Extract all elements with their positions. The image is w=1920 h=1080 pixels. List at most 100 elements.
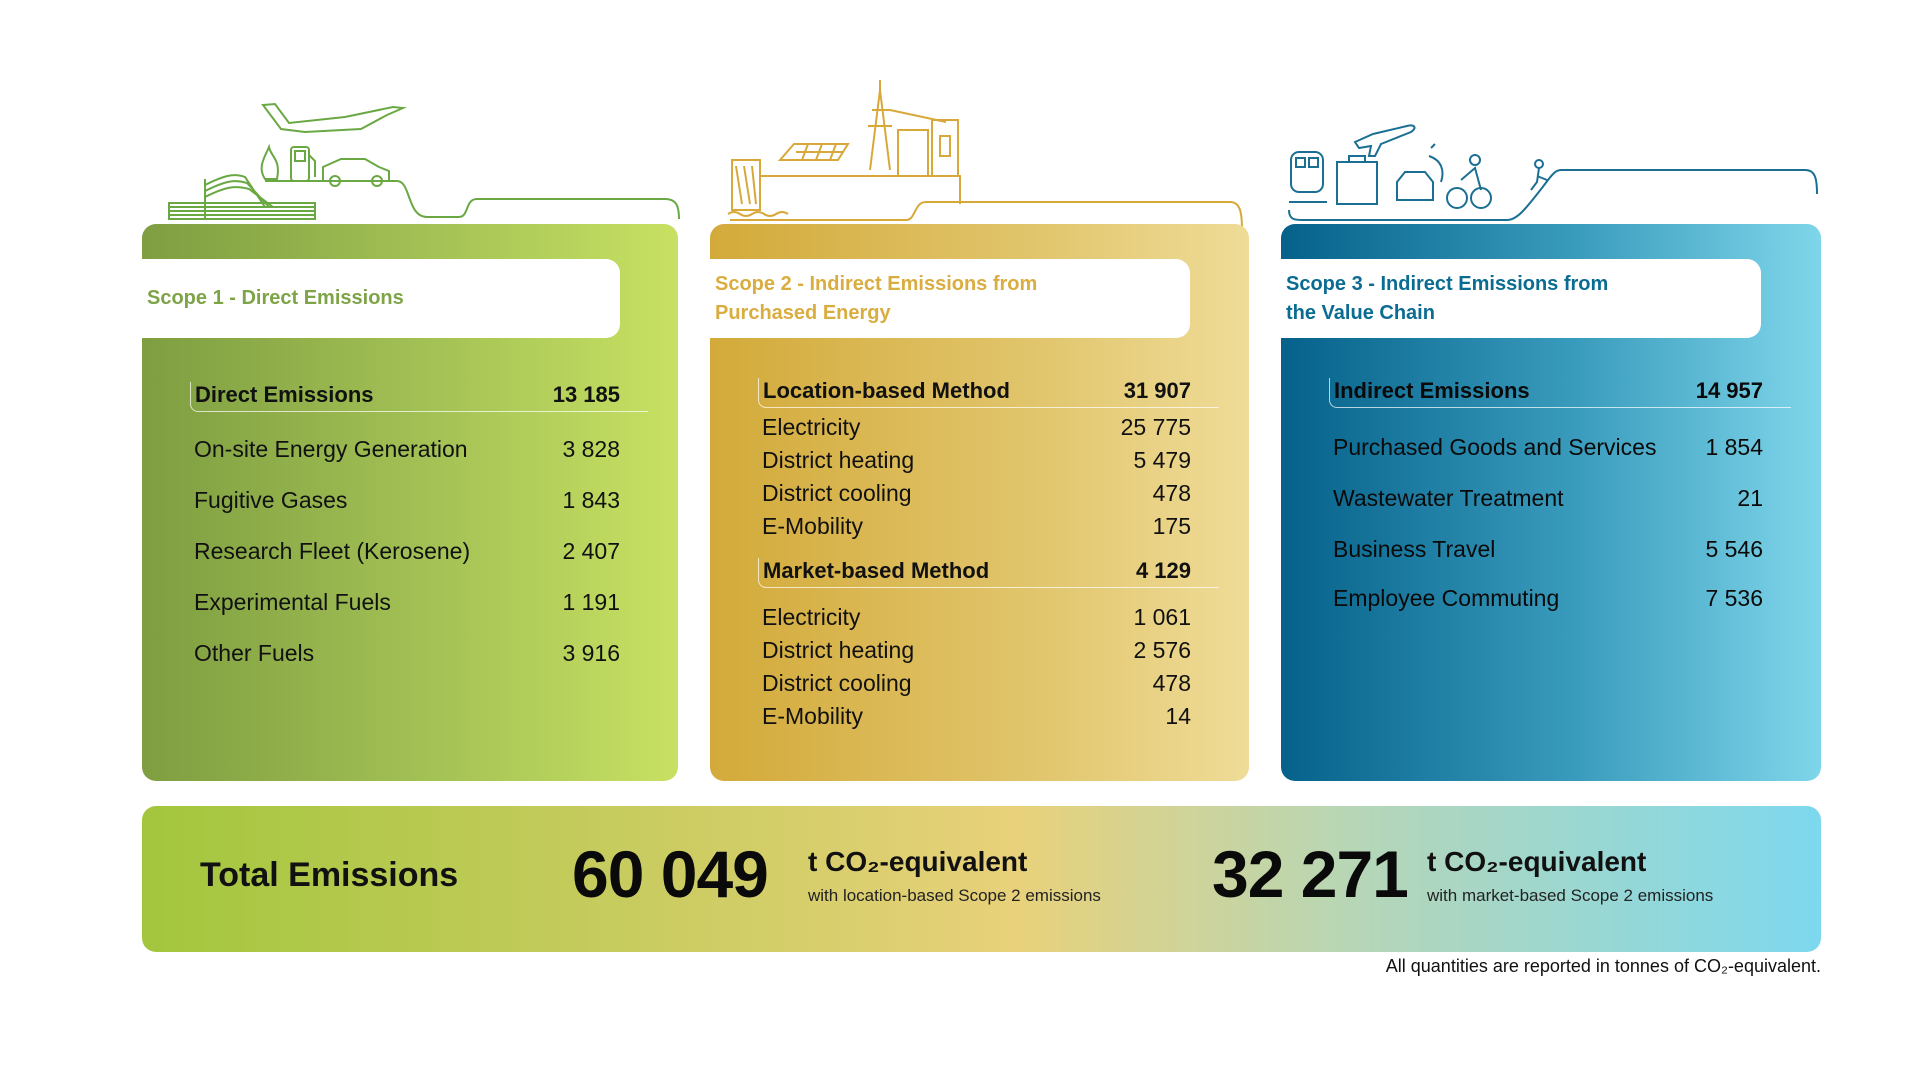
table-row: Fugitive Gases 1 843	[194, 487, 620, 514]
row-value: 3 828	[562, 436, 620, 462]
row-label: Electricity	[762, 604, 861, 630]
row-value: 31 907	[1123, 378, 1191, 403]
scope3-illustration	[1288, 124, 1818, 221]
row-label: Wastewater Treatment	[1333, 485, 1564, 511]
row-label: E-Mobility	[762, 513, 863, 539]
row-label: Electricity	[762, 414, 861, 440]
scope3-total-row: Indirect Emissions 14 957	[1329, 378, 1791, 408]
table-row: Electricity 25 775	[762, 414, 1191, 441]
solar-panel-icon	[777, 143, 850, 161]
row-label: District heating	[762, 637, 915, 663]
row-label: Indirect Emissions	[1334, 378, 1530, 403]
scope1-title: Scope 1 - Direct Emissions	[142, 259, 620, 338]
scope1-table: Direct Emissions 13 185 On-site Energy G…	[190, 382, 648, 667]
row-value: 1 061	[1133, 604, 1191, 630]
scope2-table: Location-based Method 31 907 Electricity 2…	[758, 378, 1219, 730]
fuel-pump-icon	[290, 146, 316, 182]
airplane-icon	[1353, 124, 1416, 157]
table-row: Electricity 1 061	[762, 604, 1191, 631]
table-row: Research Fleet (Kerosene) 2 407	[194, 538, 620, 565]
table-row: District heating 5 479	[762, 447, 1191, 474]
scope1-total-row: Direct Emissions 13 185	[190, 382, 648, 412]
table-row: District heating 2 576	[762, 637, 1191, 664]
row-label: E-Mobility	[762, 703, 863, 729]
flame-icon	[260, 143, 279, 180]
market-total-unit: t CO₂-equivalent	[1427, 846, 1647, 877]
scope2-illustration	[727, 80, 1243, 230]
table-row: District cooling 478	[762, 480, 1191, 507]
table-row: E-Mobility 14	[762, 703, 1191, 730]
building-icon	[168, 174, 316, 220]
row-value: 1 843	[562, 487, 620, 513]
market-method-row: Market-based Method 4 129	[758, 558, 1219, 588]
scope2-title-line1: Scope 2 - Indirect Emissions from	[715, 272, 1038, 295]
airplane-icon	[261, 102, 407, 134]
scope2-title-line2: Purchased Energy	[715, 301, 891, 324]
row-value: 1 191	[562, 589, 620, 615]
row-value: 1 854	[1705, 434, 1763, 460]
row-value: 14	[1165, 703, 1191, 729]
row-label: Experimental Fuels	[194, 589, 391, 615]
row-label: On-site Energy Generation	[194, 436, 468, 462]
row-label: Business Travel	[1333, 536, 1496, 562]
table-row: Experimental Fuels 1 191	[194, 589, 620, 616]
row-label: Location-based Method	[763, 378, 1010, 403]
row-label: Fugitive Gases	[194, 487, 348, 513]
location-total-unit: t CO₂-equivalent	[808, 846, 1028, 877]
row-label: Other Fuels	[194, 640, 315, 666]
table-row: On-site Energy Generation 3 828	[194, 436, 620, 463]
market-total-note: with market-based Scope 2 emissions	[1427, 886, 1714, 905]
row-value: 2 576	[1133, 637, 1191, 663]
row-value: 13 185	[552, 382, 620, 407]
row-value: 7 536	[1705, 585, 1763, 611]
power-pylon-icon	[868, 80, 947, 171]
row-value: 478	[1152, 480, 1191, 506]
table-row: Other Fuels 3 916	[194, 640, 620, 667]
scope3-card: Scope 3 - Indirect Emissions from the Val…	[1281, 224, 1821, 781]
row-value: 4 129	[1135, 558, 1191, 583]
scope2-card: Scope 2 - Indirect Emissions from Purchas…	[710, 224, 1249, 781]
scope1-card: Scope 1 - Direct Emissions Direct Emissi…	[142, 224, 678, 781]
row-label: Employee Commuting	[1333, 585, 1560, 611]
row-value: 5 479	[1133, 447, 1191, 473]
row-label: Market-based Method	[763, 558, 990, 583]
footnote: All quantities are reported in tonnes of…	[1385, 956, 1821, 976]
table-row: Wastewater Treatment 21	[1333, 485, 1763, 512]
row-value: 175	[1152, 513, 1191, 539]
row-label: Direct Emissions	[195, 382, 374, 407]
cyclist-icon	[1446, 154, 1492, 209]
row-value: 25 775	[1120, 414, 1191, 440]
row-label: Purchased Goods and Services	[1333, 434, 1657, 460]
scope2-title: Scope 2 - Indirect Emissions from Purchas…	[710, 259, 1190, 338]
location-total-note: with location-based Scope 2 emissions	[808, 886, 1101, 905]
scope3-title-line2: the Value Chain	[1286, 301, 1435, 324]
walker-icon	[1530, 159, 1548, 191]
location-total-value: 60 049	[572, 837, 769, 911]
market-total-value: 32 271	[1212, 837, 1409, 911]
total-emissions-label: Total Emissions	[200, 856, 459, 894]
scope3-table: Indirect Emissions 14 957 Purchased Goods…	[1329, 378, 1791, 612]
factory-icon	[897, 119, 959, 177]
table-row: E-Mobility 175	[762, 513, 1191, 540]
location-method-row: Location-based Method 31 907	[758, 378, 1219, 408]
dam-icon	[727, 159, 789, 217]
row-value: 21	[1737, 485, 1763, 511]
luggage-icon	[1336, 155, 1378, 205]
ev-car-icon	[1396, 143, 1444, 201]
row-value: 5 546	[1705, 536, 1763, 562]
scope1-illustration	[168, 102, 680, 220]
table-row: Employee Commuting 7 536	[1333, 585, 1763, 612]
train-icon	[1289, 151, 1327, 203]
table-row: Purchased Goods and Services 1 854	[1333, 434, 1763, 461]
row-value: 3 916	[562, 640, 620, 666]
row-label: Research Fleet (Kerosene)	[194, 538, 471, 564]
row-label: District cooling	[762, 670, 912, 696]
table-row: Business Travel 5 546	[1333, 536, 1763, 563]
row-label: District heating	[762, 447, 915, 473]
row-label: District cooling	[762, 480, 912, 506]
row-value: 2 407	[562, 538, 620, 564]
row-value: 478	[1152, 670, 1191, 696]
scope3-title: Scope 3 - Indirect Emissions from the Val…	[1281, 259, 1761, 338]
table-row: District cooling 478	[762, 670, 1191, 697]
scope3-title-line1: Scope 3 - Indirect Emissions from	[1286, 272, 1609, 295]
